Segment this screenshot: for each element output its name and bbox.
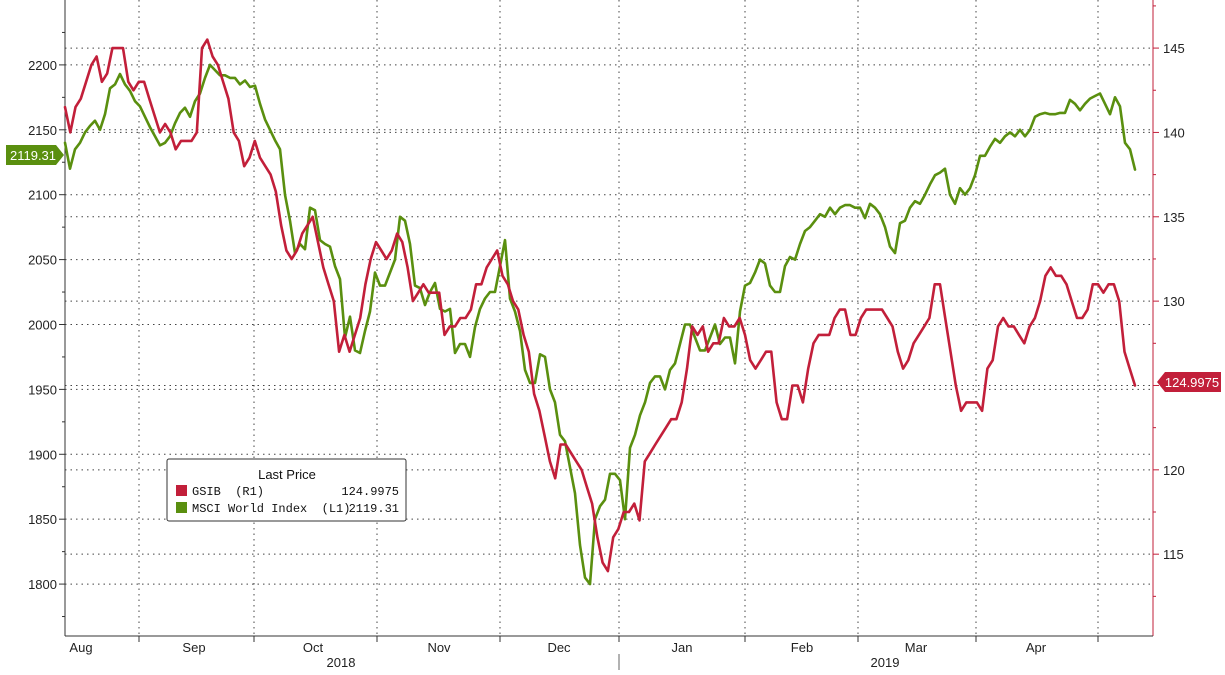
tick-label-left-2100: 2100 — [28, 188, 57, 203]
tick-label-left-2150: 2150 — [28, 123, 57, 138]
left-last-value-tag: 2119.31 — [6, 145, 64, 165]
legend-label-gsib: GSIB (R1) — [192, 485, 264, 499]
tick-label-month-jan: Jan — [672, 640, 693, 655]
series-line-msci-world-index — [63, 63, 1137, 586]
legend-swatch-gsib — [176, 485, 187, 496]
tick-label-year-2019: 2019 — [871, 655, 900, 670]
legend-swatch-msci — [176, 502, 187, 513]
tick-label-year-2018: 2018 — [327, 655, 356, 670]
tick-label-right-145: 145 — [1163, 41, 1185, 56]
tick-label-left-1950: 1950 — [28, 382, 57, 397]
right-tag-label: 124.9975 — [1165, 375, 1219, 390]
left-tag-shape — [6, 145, 64, 165]
tick-label-right-115: 115 — [1163, 547, 1184, 562]
right-tag-shape — [1157, 372, 1221, 392]
legend-value-msci: 2119.31 — [349, 502, 399, 516]
legend: Last Price GSIB (R1) 124.9975 MSCI World… — [166, 458, 407, 522]
right-last-value-tag: 124.9975 — [1157, 372, 1221, 392]
tick-label-left-2200: 2200 — [28, 58, 57, 73]
series-line-gsib — [63, 38, 1137, 573]
right-axis-ticks: 115120125130135140145 — [1153, 5, 1185, 597]
tick-label-left-1800: 1800 — [28, 577, 57, 592]
legend-title: Last Price — [258, 467, 316, 482]
legend-box — [166, 458, 407, 522]
tick-label-right-120: 120 — [1163, 463, 1185, 478]
tick-label-month-mar: Mar — [905, 640, 928, 655]
tick-label-month-aug: Aug — [69, 640, 92, 655]
legend-label-msci: MSCI World Index (L1) — [192, 502, 350, 516]
left-tag-label: 2119.31 — [10, 148, 56, 163]
tick-label-left-1900: 1900 — [28, 447, 57, 462]
left-axis-ticks: 1800 1850 1900 1950 2000 2050 2100 2150 2200 — [28, 31, 65, 618]
tick-label-month-dec: Dec — [547, 640, 571, 655]
tick-label-left-2050: 2050 — [28, 253, 57, 268]
tick-label-month-apr: Apr — [1026, 640, 1047, 655]
tick-label-right-140: 140 — [1163, 125, 1185, 140]
tick-label-month-nov: Nov — [427, 640, 451, 655]
tick-label-month-feb: Feb — [791, 640, 813, 655]
tick-label-right-135: 135 — [1163, 210, 1185, 225]
tick-label-left-1850: 1850 — [28, 512, 57, 527]
tick-label-right-130: 130 — [1163, 294, 1185, 309]
legend-value-gsib: 124.9975 — [341, 485, 399, 499]
tick-label-left-2000: 2000 — [28, 317, 57, 332]
x-axis-month-ticks: Aug Sep Oct Nov Dec Jan Feb Mar Apr 2018 2019 — [69, 636, 1099, 670]
tick-label-month-oct: Oct — [303, 640, 324, 655]
series-lines — [63, 38, 1137, 586]
tick-label-month-sep: Sep — [182, 640, 205, 655]
